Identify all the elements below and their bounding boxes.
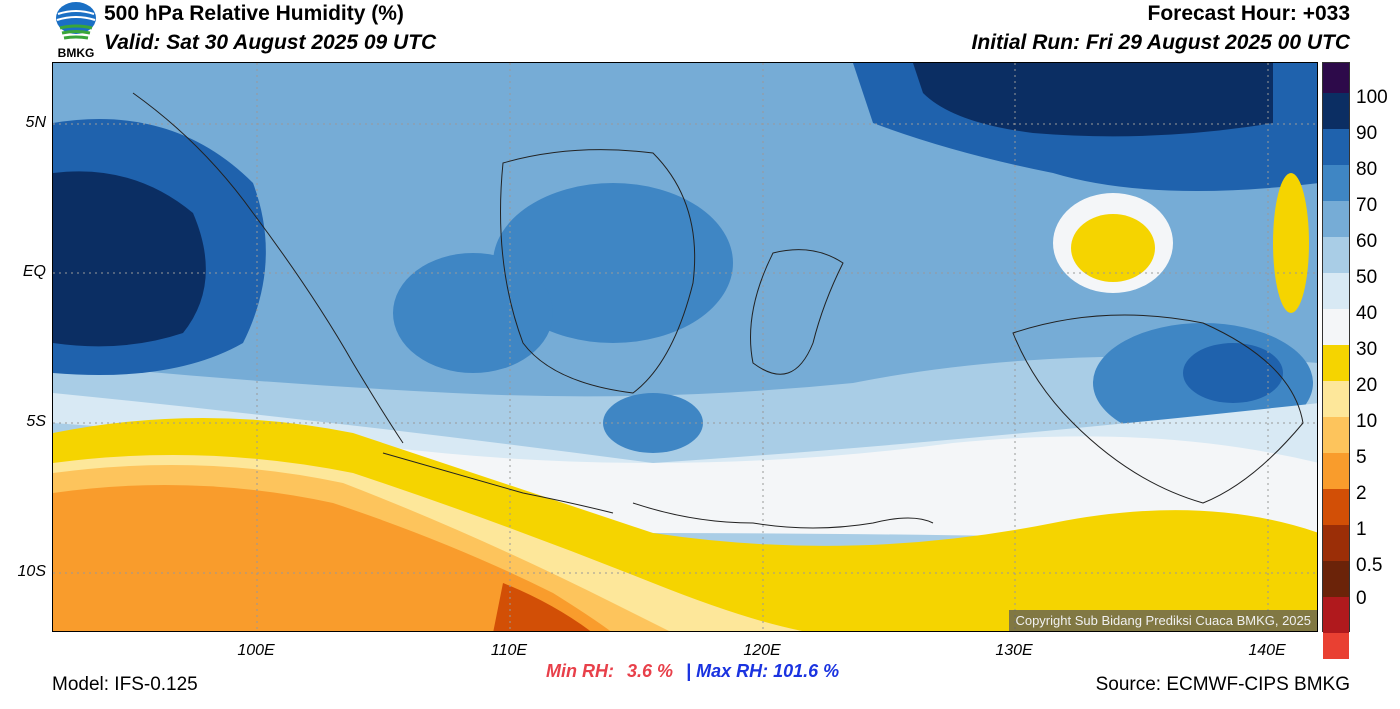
- rh-stats: Min RH: 3.6 % | Max RH: 101.6 %: [546, 661, 839, 682]
- min-rh-value: 3.6 %: [627, 661, 674, 681]
- colorbar-label-40: 40: [1356, 303, 1378, 324]
- colorbar-label-100: 100: [1356, 87, 1388, 108]
- bmkg-logo: BMKG: [52, 0, 100, 62]
- colorbar-label-80: 80: [1356, 159, 1378, 180]
- lat-label-5n: 5N: [25, 114, 46, 131]
- colorbar-label-50: 50: [1356, 267, 1378, 288]
- max-rh-value: 101.6 %: [773, 661, 840, 681]
- logo-text: BMKG: [57, 46, 95, 60]
- initial-run: Initial Run: Fri 29 August 2025 00 UTC: [971, 31, 1350, 54]
- lon-label-110e: 110E: [490, 642, 528, 659]
- colorbar-label-70: 70: [1356, 195, 1378, 216]
- colorbar-label-5: 5: [1356, 447, 1367, 468]
- colorbar: [1322, 62, 1350, 659]
- lon-label-100e: 100E: [237, 642, 275, 659]
- max-rh-label: Max RH:: [696, 661, 769, 681]
- colorbar-label-0-5: 0.5: [1356, 555, 1383, 576]
- lat-label-5s: 5S: [26, 413, 46, 430]
- map-title: 500 hPa Relative Humidity (%): [104, 2, 404, 25]
- model-info: Model: IFS-0.125: [52, 674, 198, 695]
- lon-label-130e: 130E: [995, 642, 1033, 659]
- lon-label-140e: 140E: [1248, 642, 1286, 659]
- colorbar-label-0: 0: [1356, 588, 1367, 609]
- lat-label-10s: 10S: [17, 563, 46, 580]
- min-rh-label: Min RH:: [546, 661, 614, 681]
- colorbar-label-20: 20: [1356, 375, 1378, 396]
- colorbar-label-1: 1: [1356, 519, 1367, 540]
- colorbar-label-60: 60: [1356, 231, 1378, 252]
- colorbar-label-10: 10: [1356, 411, 1378, 432]
- colorbar-label-30: 30: [1356, 339, 1378, 360]
- forecast-hour: Forecast Hour: +033: [1147, 2, 1351, 25]
- humidity-field: [53, 63, 1317, 631]
- source-info: Source: ECMWF-CIPS BMKG: [1095, 674, 1350, 695]
- stats-separator: |: [686, 661, 692, 681]
- lat-label-eq: EQ: [22, 263, 46, 280]
- valid-time: Valid: Sat 30 August 2025 09 UTC: [104, 31, 437, 54]
- lon-label-120e: 120E: [743, 642, 781, 659]
- colorbar-label-90: 90: [1356, 123, 1378, 144]
- humidity-map: Copyright Sub Bidang Prediksi Cuaca BMKG…: [52, 62, 1318, 632]
- copyright-notice: Copyright Sub Bidang Prediksi Cuaca BMKG…: [1009, 610, 1317, 631]
- colorbar-label-2: 2: [1356, 483, 1367, 504]
